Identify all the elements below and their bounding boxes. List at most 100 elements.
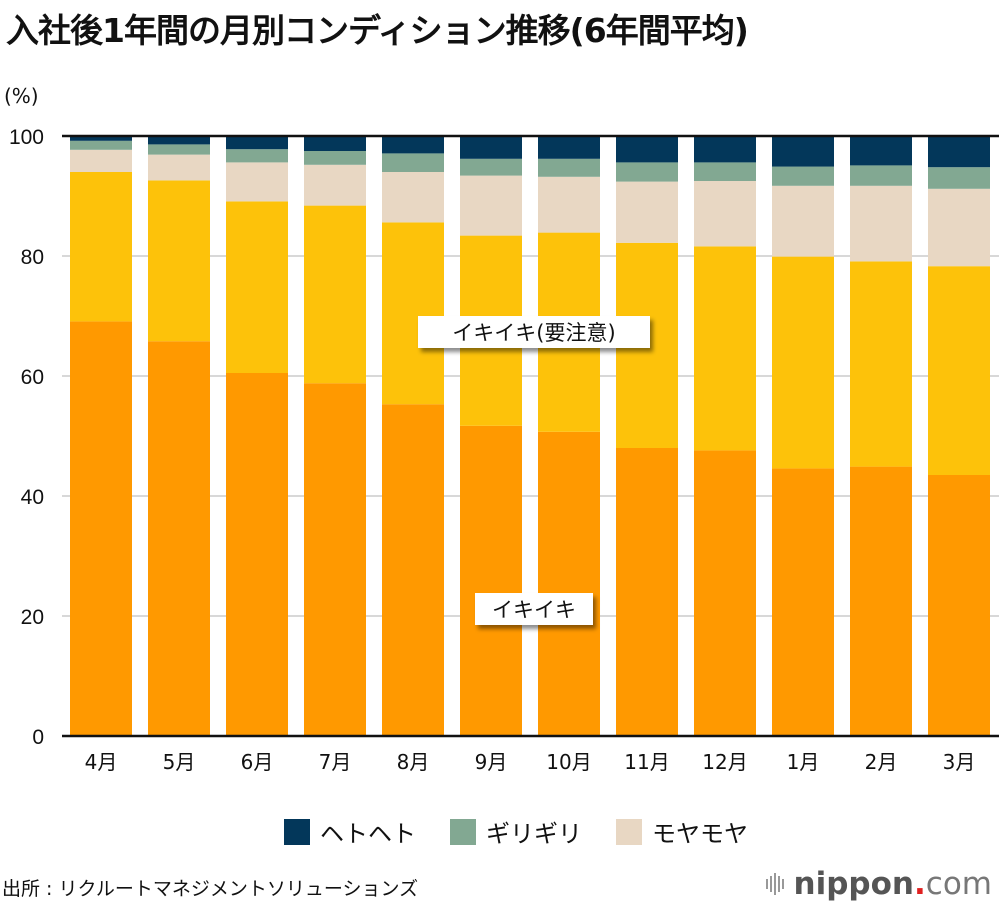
x-axis-ticks: 4月 5月 6月 7月 8月 9月 10月 11月 12月 1月 2月 3月 — [85, 750, 976, 774]
y-tick-label: 80 — [21, 246, 44, 269]
legend-swatch — [450, 818, 476, 845]
bar-segment — [70, 172, 132, 322]
legend: ヘトヘト ギリギリ モヤモヤ — [284, 814, 782, 849]
bar-segment — [694, 246, 756, 451]
legend-item-moyamoya: モヤモヤ — [616, 814, 748, 849]
stacked-bar-chart: 0 20 40 60 80 100 4月 5月 6月 7月 8月 9月 10月 11月 12月 1月 2月 3月… — [9, 126, 999, 774]
y-tick-label: 100 — [9, 126, 44, 149]
bar-segment — [538, 431, 600, 736]
bar-segment — [616, 162, 678, 182]
bar-segment — [226, 149, 288, 163]
bar-segment — [538, 158, 600, 177]
bar-segment — [304, 136, 366, 151]
bar-segment — [460, 136, 522, 159]
y-tick-label: 40 — [21, 486, 44, 509]
bar-segment — [382, 404, 444, 736]
bar-segment — [928, 188, 990, 267]
legend-item-hetoheto: ヘトヘト — [284, 814, 416, 849]
logo-dot: . — [914, 866, 926, 902]
bar-segment — [850, 136, 912, 166]
bar-segment — [928, 266, 990, 475]
bar-segment — [70, 140, 132, 150]
nippon-com-logo: nippon. com — [765, 866, 992, 902]
x-tick-label: 5月 — [163, 750, 196, 774]
logo-tld: com — [925, 866, 992, 902]
x-tick-label: 6月 — [241, 750, 274, 774]
bar-segment — [148, 341, 210, 736]
y-axis-ticks: 0 20 40 60 80 100 — [9, 126, 44, 749]
source-note: 出所 : リクルートマネジメントソリューションズ — [2, 878, 419, 900]
x-tick-label: 2月 — [865, 750, 898, 774]
bar-segment — [226, 373, 288, 736]
bar-segment — [460, 158, 522, 176]
inline-label-box — [418, 316, 650, 348]
chart-title: 入社後1年間の月別コンディション推移(6年間平均) — [6, 11, 749, 50]
bar-segment — [538, 176, 600, 233]
legend-label: モヤモヤ — [652, 820, 748, 848]
x-tick-label: 3月 — [943, 750, 976, 774]
bar-segment — [460, 425, 522, 736]
bar-segment — [382, 153, 444, 172]
bar-segment — [850, 165, 912, 186]
y-tick-label: 60 — [21, 366, 44, 389]
bar-segment — [616, 448, 678, 736]
bar-segment — [850, 466, 912, 736]
bar-segment — [70, 149, 132, 172]
sound-bars-icon — [765, 873, 786, 895]
bar-segment — [694, 162, 756, 181]
inline-label-box — [475, 593, 593, 625]
x-tick-label: 1月 — [787, 750, 820, 774]
bar-segment — [694, 181, 756, 247]
bar-segment — [148, 154, 210, 181]
y-tick-label: 0 — [32, 726, 44, 749]
bar-segment — [772, 185, 834, 257]
bar-segment — [304, 164, 366, 206]
inline-label-text: イキイキ — [492, 598, 576, 622]
bar-segment — [148, 136, 210, 145]
bar-segment — [694, 450, 756, 736]
legend-item-girigiri: ギリギリ — [450, 814, 582, 849]
bar-segment — [304, 151, 366, 165]
bar-segment — [772, 136, 834, 167]
inline-label-ikiiki: イキイキ — [475, 593, 593, 625]
bar-segment — [850, 185, 912, 262]
x-tick-label: 11月 — [624, 750, 669, 774]
x-tick-label: 10月 — [546, 750, 591, 774]
x-tick-label: 9月 — [475, 750, 508, 774]
y-tick-label: 20 — [21, 606, 44, 629]
bar-segment — [616, 136, 678, 163]
bar-segment — [538, 136, 600, 159]
bar-segment — [226, 201, 288, 373]
bar-segment — [928, 167, 990, 189]
bar-segment — [772, 166, 834, 186]
bars — [70, 136, 990, 736]
bar-segment — [148, 144, 210, 155]
bar-segment — [382, 222, 444, 405]
bar-segment — [772, 468, 834, 736]
bar-segment — [226, 136, 288, 150]
legend-label: ヘトヘト — [320, 820, 416, 848]
x-tick-label: 8月 — [397, 750, 430, 774]
bar-segment — [694, 136, 756, 163]
bar-segment — [382, 172, 444, 223]
bar-segment — [928, 136, 990, 168]
x-tick-label: 12月 — [702, 750, 747, 774]
bar-segment — [70, 136, 132, 141]
bar-segment — [70, 321, 132, 736]
x-tick-label: 7月 — [319, 750, 352, 774]
axes — [62, 134, 999, 738]
bar-segment — [616, 181, 678, 243]
bar-segment — [304, 383, 366, 736]
inline-label-ikiiki-caution: イキイキ(要注意) — [418, 316, 650, 348]
bar-segment — [460, 175, 522, 236]
inline-label-text: イキイキ(要注意) — [452, 321, 615, 345]
bar-segment — [226, 162, 288, 202]
logo-name: nippon — [793, 866, 914, 902]
bar-segment — [772, 256, 834, 469]
bar-segment — [304, 205, 366, 384]
inline-labels: イキイキ(要注意) イキイキ — [418, 316, 650, 625]
legend-label: ギリギリ — [486, 820, 582, 848]
x-tick-label: 4月 — [85, 750, 118, 774]
y-axis-unit-label: (%) — [4, 84, 39, 108]
legend-swatch — [284, 818, 310, 845]
